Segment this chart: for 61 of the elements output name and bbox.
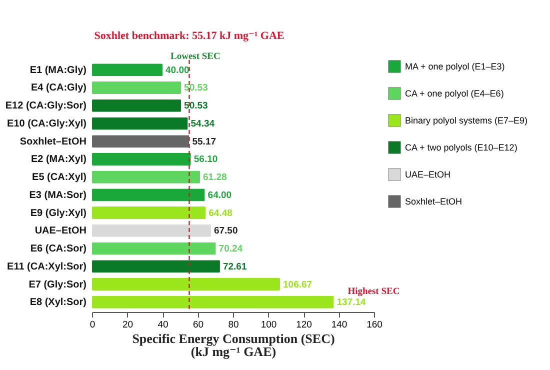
y-tick-label: E3 (MA:Sor) bbox=[29, 190, 86, 201]
y-tick-label: E12 (CA:Gly:Sor) bbox=[5, 100, 86, 112]
bar bbox=[92, 242, 216, 255]
x-tick-label: 160 bbox=[366, 320, 382, 330]
annotation: Lowest SEC bbox=[170, 52, 221, 62]
legend-label: Binary polyol systems (E7–E9) bbox=[405, 116, 528, 126]
data-label: 61.28 bbox=[203, 172, 227, 184]
legend-label: UAE–EtOH bbox=[405, 170, 451, 180]
legend-label: MA + one polyol (E1–E3) bbox=[405, 62, 505, 72]
data-label: 50.53 bbox=[184, 82, 208, 94]
y-tick-label: E5 (CA:Xyl) bbox=[32, 172, 86, 184]
data-label: 70.24 bbox=[218, 244, 244, 255]
y-tick-label: E10 (CA:Gly:Xyl) bbox=[7, 118, 86, 130]
bar bbox=[92, 64, 162, 76]
bar bbox=[92, 117, 188, 130]
data-label: 106.67 bbox=[283, 279, 312, 290]
ref-line-label: Soxhlet benchmark: 55.17 kJ mg⁻¹ GAE bbox=[94, 30, 284, 42]
legend-label: CA + two polyols (E10–E12) bbox=[405, 142, 518, 152]
bar bbox=[92, 170, 200, 184]
x-axis-title: Specific Energy Consumption (SEC) (kJ mg⁻¹ GAE) bbox=[132, 331, 335, 359]
y-tick-label: E4 (CA:Gly) bbox=[30, 82, 86, 94]
bar bbox=[92, 260, 220, 273]
y-tick-label: E1 (MA:Gly) bbox=[30, 64, 86, 76]
data-label: 64.48 bbox=[208, 208, 232, 219]
x-tick-label: 80 bbox=[228, 320, 239, 330]
y-tick-label: E9 (Gly:Xyl) bbox=[30, 208, 86, 219]
y-tick-label: E8 (Xyl:Sor) bbox=[30, 297, 86, 308]
y-tick-label: E7 (Gly:Sor) bbox=[28, 279, 86, 290]
data-label: 56.10 bbox=[194, 154, 218, 166]
y-tick-label: Soxhlet–EtOH bbox=[20, 136, 86, 148]
y-tick-label: E6 (CA:Sor) bbox=[30, 244, 86, 255]
data-label: 67.50 bbox=[214, 226, 238, 237]
data-label: 54.34 bbox=[190, 118, 216, 130]
annotation: Highest SEC bbox=[348, 287, 400, 298]
y-tick-label: E2 (MA:Xyl) bbox=[30, 154, 86, 166]
x-tick-label: 0 bbox=[90, 320, 96, 330]
x-tick-label: 60 bbox=[192, 320, 204, 330]
data-label: 137.14 bbox=[336, 297, 366, 308]
bar bbox=[92, 206, 206, 220]
bar bbox=[92, 135, 190, 148]
y-tick-label: UAE–EtOH bbox=[34, 226, 86, 237]
data-label: 40.00 bbox=[166, 64, 190, 76]
y-tick-label: E11 (CA:Xyl:Sor) bbox=[7, 261, 86, 272]
bar bbox=[92, 99, 182, 112]
x-tick-label: 20 bbox=[122, 320, 134, 330]
data-label: 50.53 bbox=[184, 100, 208, 112]
bar bbox=[92, 152, 191, 166]
bar bbox=[92, 296, 334, 308]
bar bbox=[92, 224, 211, 237]
bar bbox=[92, 81, 182, 94]
data-label: 64.00 bbox=[208, 190, 232, 201]
bar bbox=[92, 278, 280, 291]
x-tick-label: 100 bbox=[260, 320, 277, 330]
data-label: 55.17 bbox=[192, 136, 216, 148]
bar bbox=[92, 188, 205, 202]
x-tick-label: 120 bbox=[296, 320, 312, 330]
legend-label: Soxhlet–EtOH bbox=[405, 196, 462, 206]
x-tick-label: 40 bbox=[158, 320, 168, 330]
x-tick-label: 140 bbox=[331, 320, 348, 330]
legend-label: CA + one polyol (E4–E6) bbox=[405, 88, 504, 98]
data-label: 72.61 bbox=[222, 261, 248, 272]
